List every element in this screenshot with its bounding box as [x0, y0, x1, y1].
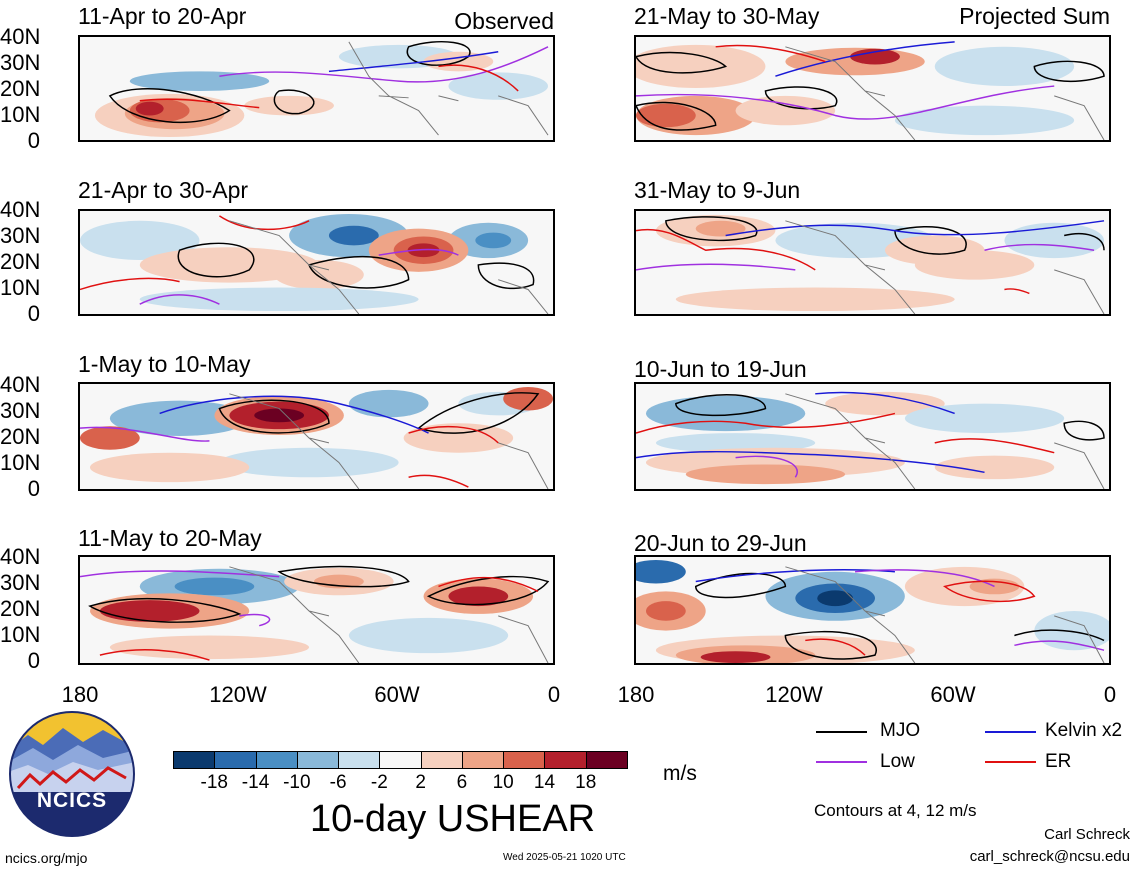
y-tick-10n: 10N — [0, 102, 41, 127]
panel-4-title: 11-May to 20-May — [78, 525, 262, 551]
colorbar-segment — [338, 751, 381, 769]
colorbar-labels: -18 -14 -10 -6 -2 2 6 10 14 18 — [173, 773, 627, 795]
colorbar-tick-label: -6 — [329, 772, 347, 793]
y-tick-10n: 10N — [0, 622, 41, 647]
x-tick-0-right: 0 — [1103, 682, 1117, 707]
contour-note: Contours at 4, 12 m/s — [814, 801, 977, 820]
colorbar-segment — [214, 751, 257, 769]
map-panel-8 — [634, 555, 1111, 665]
panel-8-title: 20-Jun to 29-Jun — [634, 530, 807, 556]
colorbar-segment — [544, 751, 587, 769]
timestamp: Wed 2025-05-21 1020 UTC — [503, 852, 626, 863]
colorbar-tick-label: -14 — [241, 772, 270, 793]
colorbar-segment — [173, 751, 216, 769]
colorbar-tick-label: 2 — [415, 772, 426, 793]
y-tick-30n: 30N — [0, 570, 41, 595]
legend-label-er: ER — [1045, 751, 1072, 772]
colorbar-unit: m/s — [663, 762, 697, 785]
map-panel-7 — [634, 382, 1111, 491]
legend-line-kelvin — [985, 731, 1036, 733]
map-panel-5 — [634, 35, 1111, 142]
colorbar-segment — [503, 751, 546, 769]
legend-label-kelvin: Kelvin x2 — [1045, 720, 1123, 741]
colorbar-segment — [379, 751, 422, 769]
colorbar-tick-label: 6 — [456, 772, 468, 793]
colorbar-segment — [585, 751, 628, 769]
colorbar-segment — [461, 751, 505, 769]
colorbar-tick-label: 10 — [492, 772, 514, 793]
y-tick-30n: 30N — [0, 398, 41, 423]
panel-3-title: 1-May to 10-May — [78, 351, 251, 377]
legend-line-low — [816, 761, 867, 763]
author-email: carl_schreck@ncsu.edu — [969, 848, 1130, 865]
y-tick-10n: 10N — [0, 450, 41, 475]
colorbar-tick-label: 14 — [533, 772, 556, 793]
y-tick-10n: 10N — [0, 275, 41, 300]
legend-label-mjo: MJO — [880, 720, 921, 741]
legend-line-mjo — [816, 731, 867, 733]
colorbar-tick-label: 18 — [575, 772, 597, 793]
map-panel-6 — [634, 209, 1111, 316]
panel-1-title: 11-Apr to 20-Apr — [78, 3, 247, 29]
y-tick-0: 0 — [27, 648, 40, 673]
y-tick-20n: 20N — [0, 424, 41, 449]
x-tick-120w-right: 120W — [765, 682, 823, 707]
colorbar-tick-label: -2 — [370, 772, 388, 793]
y-tick-0: 0 — [27, 128, 40, 153]
x-tick-180-right: 180 — [617, 682, 655, 707]
colorbar — [173, 751, 628, 770]
colorbar-segment — [296, 751, 340, 769]
y-tick-40n: 40N — [0, 544, 41, 569]
ncics-logo — [8, 710, 136, 838]
panel-7-title: 10-Jun to 19-Jun — [634, 356, 807, 382]
colorbar-segment — [420, 751, 463, 769]
y-tick-30n: 30N — [0, 223, 41, 248]
map-panel-2 — [78, 209, 555, 316]
y-tick-30n: 30N — [0, 50, 41, 75]
x-tick-180-left: 180 — [61, 682, 99, 707]
map-panel-4 — [78, 555, 555, 665]
x-tick-0-left: 0 — [547, 682, 561, 707]
y-tick-0: 0 — [27, 301, 40, 326]
x-tick-120w-left: 120W — [209, 682, 267, 707]
variable-title: 10-day USHEAR — [310, 798, 596, 840]
site-url[interactable]: ncics.org/mjo — [5, 850, 88, 866]
panel-5-title: 21-May to 30-May — [634, 3, 820, 29]
y-tick-20n: 20N — [0, 596, 41, 621]
y-tick-20n: 20N — [0, 76, 41, 101]
panel-6-title: 31-May to 9-Jun — [634, 177, 801, 203]
colorbar-tick-label: -18 — [200, 772, 228, 793]
y-tick-40n: 40N — [0, 372, 41, 397]
observed-label: Observed — [454, 8, 554, 34]
y-tick-0: 0 — [27, 476, 40, 501]
map-panel-3 — [78, 382, 555, 491]
map-panel-1 — [78, 35, 555, 142]
projected-sum-label: Projected Sum — [959, 3, 1110, 29]
legend-label-low: Low — [880, 751, 915, 772]
x-tick-60w-left: 60W — [374, 682, 420, 707]
colorbar-tick-label: -10 — [283, 772, 311, 793]
x-tick-60w-right: 60W — [930, 682, 976, 707]
y-tick-40n: 40N — [0, 24, 41, 49]
y-tick-20n: 20N — [0, 249, 41, 274]
colorbar-segment — [255, 751, 298, 769]
author-name: Carl Schreck — [1044, 826, 1130, 843]
panel-2-title: 21-Apr to 30-Apr — [78, 177, 249, 203]
legend-line-er — [985, 761, 1036, 763]
y-tick-40n: 40N — [0, 197, 41, 222]
logo-text: NCICS — [36, 789, 108, 812]
